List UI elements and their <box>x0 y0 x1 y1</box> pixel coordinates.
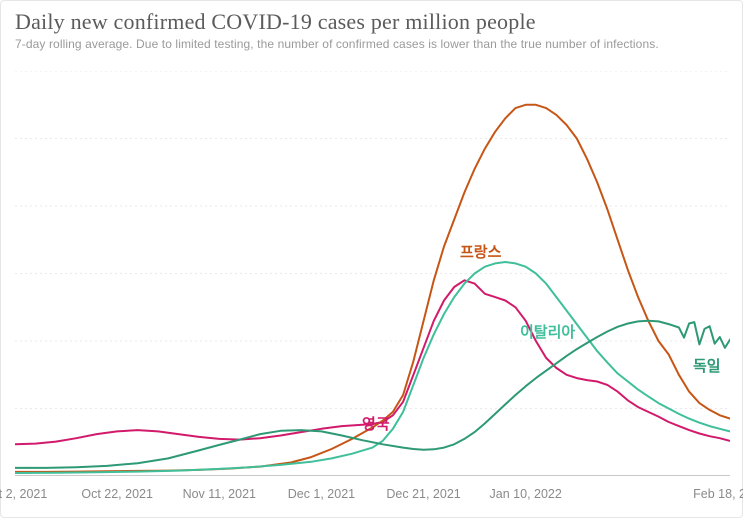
series-label: 프랑스 <box>460 241 501 262</box>
x-axis-label: Dec 21, 2021 <box>386 487 460 501</box>
series-line <box>15 321 730 468</box>
x-axis-label-row: Oct 2, 2021Oct 22, 2021Nov 11, 2021Dec 1… <box>15 487 730 507</box>
chart-container: Daily new confirmed COVID-19 cases per m… <box>0 0 743 518</box>
series-label: 이탈리아 <box>520 321 575 342</box>
chart-subtitle: 7-day rolling average. Due to limited te… <box>15 37 659 51</box>
x-axis-label: Jan 10, 2022 <box>490 487 562 501</box>
x-axis-label: Oct 2, 2021 <box>0 487 47 501</box>
series-label: 독일 <box>693 355 721 376</box>
x-axis-label: Feb 18, 2022 <box>693 487 743 501</box>
x-axis-label: Nov 11, 2021 <box>183 487 256 501</box>
x-axis-label: Dec 1, 2021 <box>288 487 355 501</box>
series-label: 영국 <box>362 413 390 434</box>
chart-title: Daily new confirmed COVID-19 cases per m… <box>15 9 536 35</box>
x-axis-label: Oct 22, 2021 <box>81 487 153 501</box>
